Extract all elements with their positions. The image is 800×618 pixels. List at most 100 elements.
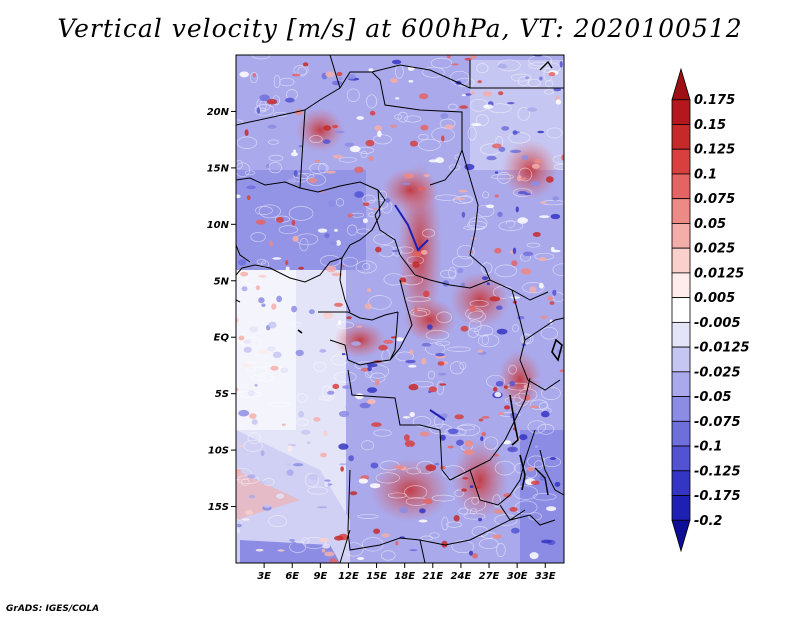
- contour-speck: [546, 127, 563, 139]
- field-cell: [261, 303, 266, 307]
- colorbar-swatch: [671, 67, 691, 101]
- field-cell: [502, 440, 512, 445]
- field-cell: [366, 288, 372, 293]
- field-cell: [255, 219, 266, 225]
- colorbar-label: -0.125: [694, 464, 741, 479]
- field-cell: [307, 441, 311, 445]
- field-cell: [348, 455, 354, 462]
- field-cell: [409, 140, 418, 147]
- field-cell: [280, 367, 289, 374]
- field-cell: [334, 302, 343, 307]
- field-cell: [522, 251, 534, 256]
- contour-speck: [422, 66, 445, 78]
- field-cell: [469, 550, 473, 556]
- contour-speck: [459, 361, 467, 370]
- field-cell: [440, 113, 449, 119]
- field-cell: [313, 417, 321, 422]
- contour-speck: [527, 455, 546, 468]
- colorbar-label: -0.2: [694, 514, 722, 529]
- field-cell: [549, 301, 555, 305]
- field-cell: [241, 286, 248, 292]
- field-cell: [547, 296, 554, 301]
- contour-speck: [342, 256, 359, 267]
- contour-speck: [464, 497, 487, 512]
- field-cell: [541, 410, 550, 418]
- field-cell: [552, 289, 557, 296]
- field-cell: [267, 124, 277, 129]
- contour-speck: [447, 103, 458, 111]
- field-cell: [408, 80, 414, 83]
- contour-speck: [482, 191, 490, 199]
- field-cell: [359, 219, 364, 223]
- lat-tick-label: 5S: [215, 389, 229, 400]
- field-cell: [240, 271, 249, 277]
- field-cell: [521, 155, 529, 160]
- contour-speck: [436, 311, 452, 324]
- field-cell: [539, 201, 547, 204]
- field-cell: [552, 409, 562, 416]
- colorbar-swatch: [671, 173, 691, 200]
- field-cell: [428, 159, 439, 163]
- field-cell: [266, 163, 270, 169]
- field-cell: [258, 274, 267, 278]
- contour-speck: [334, 371, 357, 383]
- field-cell: [297, 437, 307, 440]
- field-cell: [470, 55, 477, 59]
- contour-speck: [479, 538, 499, 550]
- field-cell: [247, 390, 255, 396]
- contour-speck: [537, 423, 555, 435]
- field-cell: [454, 414, 464, 420]
- field-cell: [366, 399, 376, 405]
- field-cell: [291, 219, 296, 226]
- contour-speck: [512, 324, 519, 333]
- field-cell: [323, 312, 334, 319]
- contour-speck: [498, 220, 524, 231]
- field-cell: [507, 102, 515, 105]
- contour-speck: [540, 327, 558, 340]
- field-cell: [276, 493, 285, 499]
- field-cell: [408, 364, 417, 368]
- field-cell: [304, 436, 314, 443]
- field-cell: [493, 509, 505, 514]
- field-cell: [535, 351, 545, 357]
- field-cell: [428, 386, 438, 393]
- field-cell: [497, 211, 503, 217]
- field-cell: [418, 519, 428, 523]
- field-cell: [243, 339, 252, 344]
- colorbar-swatch: [671, 99, 691, 125]
- contour-speck: [543, 89, 554, 95]
- field-cell: [238, 444, 244, 447]
- lat-tick-label: 10S: [208, 446, 229, 457]
- field-cell: [239, 71, 249, 78]
- field-cell: [293, 170, 298, 177]
- lat-tick-label: 5N: [214, 276, 230, 287]
- colorbar-swatch: [671, 148, 691, 175]
- field-cell: [381, 533, 390, 538]
- field-cell: [520, 177, 527, 180]
- field-cell: [334, 130, 345, 134]
- field-cell: [285, 97, 295, 103]
- lon-tick-label: 9E: [313, 571, 327, 582]
- field-cell: [346, 74, 356, 80]
- contour-speck: [309, 135, 323, 144]
- field-cell: [346, 316, 352, 320]
- lon-tick-label: 27E: [479, 571, 500, 582]
- field-cell: [481, 431, 487, 437]
- field-cell: [344, 142, 355, 147]
- field-cell: [334, 228, 338, 232]
- field-cell: [527, 466, 535, 472]
- longitude-axis: 3E 6E 9E 12E 15E 18E 21E 24E 27E 30E 33E: [257, 563, 556, 582]
- field-cell: [319, 537, 330, 543]
- field-cell: [494, 194, 499, 198]
- field-cell: [555, 99, 562, 105]
- field-cell: [323, 125, 331, 131]
- contour-speck: [247, 432, 261, 444]
- field-cell: [404, 434, 410, 442]
- field-cell: [408, 446, 412, 453]
- contour-speck: [412, 416, 432, 428]
- field-cell: [335, 240, 341, 246]
- contour-speck: [467, 126, 477, 141]
- field-cell: [404, 440, 415, 448]
- field-cell: [497, 63, 508, 69]
- field-cell: [423, 290, 430, 298]
